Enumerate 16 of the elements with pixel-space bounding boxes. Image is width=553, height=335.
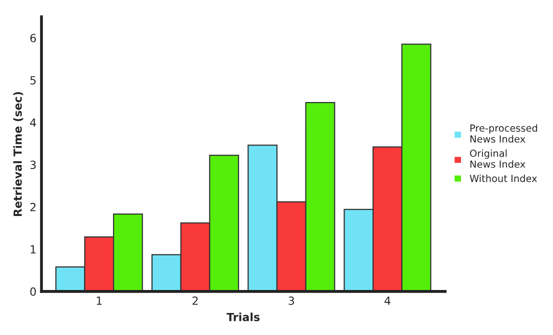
y-tick-label: 3	[30, 160, 36, 170]
y-axis-title: Retrieval Time (sec)	[13, 92, 24, 216]
x-tick-label: 2	[192, 296, 198, 305]
y-tick-label: 1	[30, 245, 36, 254]
legend-label: Original News Index	[470, 149, 526, 168]
x-tick-label: 3	[288, 296, 294, 305]
y-tick-label: 2	[30, 202, 36, 212]
y-tick-label: 5	[30, 76, 36, 85]
legend-label: Without Index	[470, 174, 537, 182]
legend-label: Pre-processed News Index	[470, 124, 538, 143]
x-tick-label: 1	[96, 296, 102, 305]
y-tick-label: 4	[30, 118, 36, 127]
x-axis-title: Trials	[226, 312, 260, 322]
y-tick-label: 6	[30, 34, 36, 42]
x-tick-label: 4	[384, 296, 390, 305]
y-tick-label: 0	[30, 287, 36, 296]
